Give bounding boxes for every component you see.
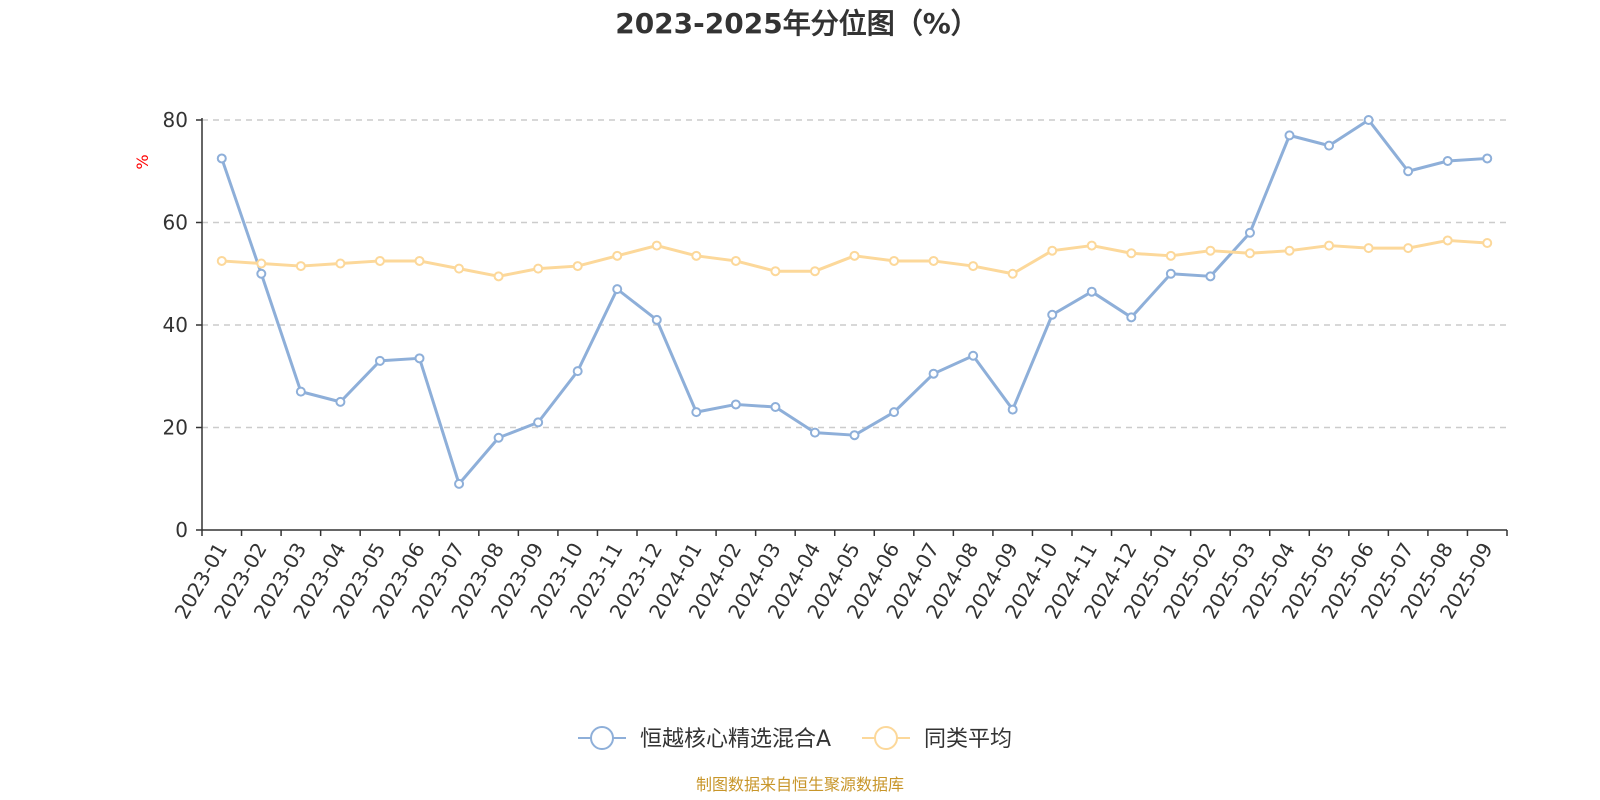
y-tick-label: 20 bbox=[163, 416, 188, 440]
data-point[interactable] bbox=[770, 266, 781, 277]
data-point[interactable] bbox=[968, 261, 979, 272]
data-point[interactable] bbox=[335, 258, 346, 269]
data-point[interactable] bbox=[216, 255, 227, 266]
y-axis-label: % bbox=[133, 154, 152, 169]
data-point[interactable] bbox=[256, 258, 267, 269]
x-tick-labels: 2023-012023-022023-032023-042023-052023-… bbox=[170, 539, 1498, 623]
data-point[interactable] bbox=[809, 266, 820, 277]
data-point[interactable] bbox=[533, 417, 544, 428]
legend-label: 恒越核心精选混合A bbox=[640, 727, 831, 752]
data-point[interactable] bbox=[730, 255, 741, 266]
data-point[interactable] bbox=[1363, 243, 1374, 254]
data-point[interactable] bbox=[1244, 248, 1255, 259]
data-point[interactable] bbox=[374, 355, 385, 366]
series-0 bbox=[216, 115, 1493, 489]
data-point[interactable] bbox=[691, 250, 702, 261]
data-point[interactable] bbox=[849, 430, 860, 441]
data-point[interactable] bbox=[493, 432, 504, 443]
data-point[interactable] bbox=[1284, 245, 1295, 256]
data-point[interactable] bbox=[256, 268, 267, 279]
data-point[interactable] bbox=[730, 399, 741, 410]
data-point[interactable] bbox=[335, 396, 346, 407]
data-point[interactable] bbox=[1363, 115, 1374, 125]
data-point[interactable] bbox=[414, 353, 425, 364]
data-point[interactable] bbox=[454, 478, 465, 489]
data-point[interactable] bbox=[1165, 250, 1176, 261]
data-point[interactable] bbox=[651, 240, 662, 251]
data-point[interactable] bbox=[1205, 271, 1216, 282]
data-point[interactable] bbox=[1047, 309, 1058, 320]
y-tick-label: 40 bbox=[163, 313, 188, 337]
legend-item-0[interactable]: 恒越核心精选混合A bbox=[578, 726, 831, 752]
data-point[interactable] bbox=[1244, 227, 1255, 238]
data-point[interactable] bbox=[1482, 238, 1493, 248]
chart-title: 2023-2025年分位图（%） bbox=[615, 7, 979, 40]
data-point[interactable] bbox=[809, 427, 820, 438]
data-point[interactable] bbox=[1324, 240, 1335, 251]
data-point[interactable] bbox=[889, 255, 900, 266]
data-point[interactable] bbox=[651, 314, 662, 325]
y-tick-label: 0 bbox=[175, 518, 188, 542]
data-point[interactable] bbox=[1007, 404, 1018, 415]
legend: 恒越核心精选混合A 同类平均 bbox=[578, 726, 1012, 752]
data-point[interactable] bbox=[1205, 245, 1216, 256]
data-point[interactable] bbox=[1442, 235, 1453, 246]
data-point[interactable] bbox=[295, 386, 306, 397]
data-point[interactable] bbox=[1126, 248, 1137, 259]
series-lines bbox=[216, 115, 1493, 489]
data-point[interactable] bbox=[295, 261, 306, 272]
data-point[interactable] bbox=[770, 402, 781, 412]
data-source-note: 制图数据来自恒生聚源数据库 bbox=[696, 775, 904, 794]
legend-label: 同类平均 bbox=[924, 727, 1012, 752]
data-point[interactable] bbox=[1324, 140, 1335, 151]
y-tick-label: 60 bbox=[163, 211, 188, 235]
data-point[interactable] bbox=[1086, 286, 1097, 297]
data-point[interactable] bbox=[1442, 156, 1453, 166]
series-line bbox=[220, 118, 1488, 486]
y-tick-labels: 0 20 40 60 80 bbox=[163, 108, 188, 542]
data-point[interactable] bbox=[414, 255, 425, 266]
data-point[interactable] bbox=[1284, 130, 1295, 141]
data-point[interactable] bbox=[612, 284, 623, 295]
data-point[interactable] bbox=[928, 368, 939, 379]
axes bbox=[201, 118, 1508, 536]
data-point[interactable] bbox=[572, 366, 583, 377]
data-point[interactable] bbox=[691, 407, 702, 418]
data-point[interactable] bbox=[1482, 153, 1493, 164]
data-point[interactable] bbox=[1165, 268, 1176, 279]
legend-marker bbox=[874, 726, 898, 750]
legend-item-1[interactable]: 同类平均 bbox=[862, 726, 1012, 752]
data-point[interactable] bbox=[493, 271, 504, 282]
data-point[interactable] bbox=[612, 250, 623, 261]
data-point[interactable] bbox=[889, 407, 900, 418]
data-point[interactable] bbox=[1126, 312, 1137, 323]
data-point[interactable] bbox=[1007, 268, 1018, 279]
legend-marker bbox=[590, 726, 614, 750]
data-point[interactable] bbox=[216, 153, 227, 164]
data-point[interactable] bbox=[1047, 245, 1058, 256]
data-point[interactable] bbox=[454, 263, 465, 274]
data-point[interactable] bbox=[374, 255, 385, 266]
y-tick-label: 80 bbox=[163, 108, 188, 132]
data-point[interactable] bbox=[1403, 166, 1414, 177]
data-point[interactable] bbox=[1403, 243, 1414, 254]
data-point[interactable] bbox=[928, 255, 939, 266]
data-point[interactable] bbox=[968, 350, 979, 361]
grid-lines bbox=[196, 119, 1507, 531]
data-point[interactable] bbox=[849, 250, 860, 261]
data-point[interactable] bbox=[533, 263, 544, 274]
series-1 bbox=[216, 235, 1493, 282]
data-point[interactable] bbox=[1086, 240, 1097, 251]
data-point[interactable] bbox=[572, 261, 583, 272]
